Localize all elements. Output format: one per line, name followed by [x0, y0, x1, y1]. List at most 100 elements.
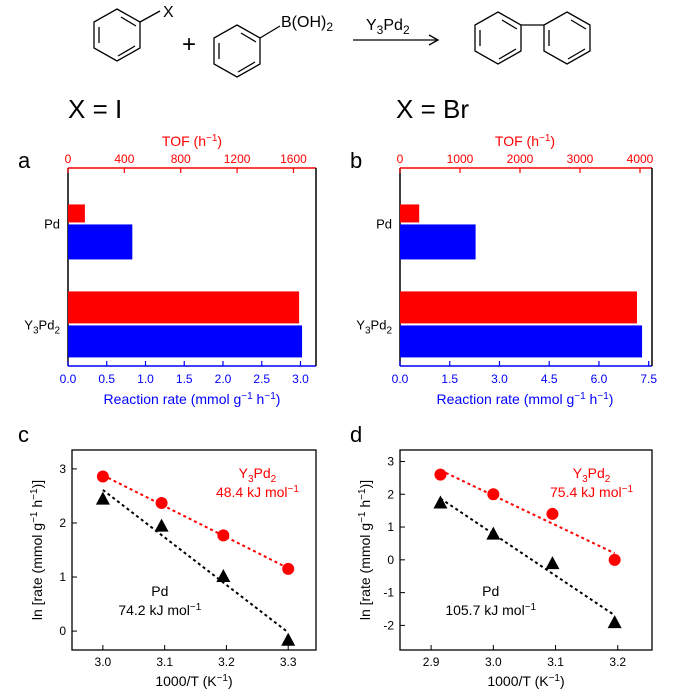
top-tick-label: 1600 [280, 152, 307, 166]
x-tick-label: 3.0 [485, 655, 502, 669]
data-point-pd [545, 556, 560, 570]
panel-letter-c: c [18, 422, 29, 447]
x-tick-label: 3.3 [280, 655, 297, 669]
heading-left: X = I [68, 94, 122, 124]
bottom-tick-label: 0.0 [392, 372, 409, 386]
y-tick-label: 3 [59, 462, 66, 476]
bottom-tick-label: 2.5 [253, 372, 270, 386]
reaction-scheme [93, 8, 591, 78]
bottom-tick-label: 1.0 [137, 372, 154, 386]
bar-rate-y3pd2 [400, 325, 643, 358]
x-tick-label: 3.1 [547, 655, 564, 669]
bar-tof-y3pd2 [68, 291, 300, 324]
panel-a-bar-chart: a 0 400 800 1200 1600 0.0 0.5 1.0 1.5 2.0 2.5 3.0 TOF… [18, 133, 317, 407]
top-tick-label: 4000 [627, 152, 654, 166]
data-point-pd [154, 518, 169, 532]
data-point-pd [486, 526, 501, 540]
reaction-arrowhead [428, 34, 440, 46]
top-tick-label: 3000 [567, 152, 594, 166]
category-label-pd: Pd [44, 216, 60, 231]
y-tick-label: -2 [383, 618, 394, 632]
biphenyl-structure [474, 11, 591, 65]
fit-line-y3pd2 [440, 469, 616, 555]
plot-frame [71, 449, 317, 651]
bottom-tick-label: 3.0 [292, 372, 309, 386]
bottom-tick-label: 1.5 [176, 372, 193, 386]
top-tick-label: 0 [65, 152, 72, 166]
halide-x-label: X [163, 4, 174, 21]
category-label-y3pd2: Y3Pd2 [356, 317, 392, 336]
data-point-y3pd2 [487, 488, 500, 501]
y-tick-label: 2 [59, 516, 66, 530]
y-tick-label: 1 [387, 520, 394, 534]
bar-tof-pd [68, 204, 85, 223]
y-tick-label: 3 [387, 454, 394, 468]
catalyst-label: Y3Pd2 [366, 17, 410, 37]
data-point-y3pd2 [96, 470, 109, 483]
x-tick-label: 3.0 [95, 655, 112, 669]
boronic-acid-structure [213, 24, 281, 78]
bottom-tick-label: 6.0 [591, 372, 608, 386]
boronic-acid-label: B(OH)2 [281, 14, 333, 34]
category-label-pd: Pd [376, 216, 392, 231]
panel-letter-b: b [350, 148, 362, 173]
y-axis-title: ln [rate (mmol g−1 h−1)] [357, 480, 373, 620]
plot-frame [399, 449, 653, 651]
y-tick-label: 0 [59, 624, 66, 638]
bottom-tick-label: 4.5 [541, 372, 558, 386]
top-tick-label: 1200 [224, 152, 251, 166]
bottom-axis-title: Reaction rate (mmol g−1 h−1) [437, 391, 614, 407]
series-label-y3pd2: Y3Pd2 [239, 465, 277, 485]
panel-letter-a: a [18, 148, 31, 173]
activation-energy-pd: 74.2 kJ mol−1 [118, 602, 201, 618]
bar-rate-y3pd2 [68, 325, 303, 358]
top-tick-label: 800 [171, 152, 191, 166]
series-label-pd: Pd [151, 583, 168, 599]
bar-rate-pd [68, 224, 133, 260]
data-point-y3pd2 [155, 496, 168, 509]
panel-d-arrhenius-plot: d 2.9 3.0 3.1 3.2 -2 -1 0 1 2 3 1000/T (K−1) ln [rat… [350, 422, 653, 689]
plus-sign: + [182, 31, 196, 58]
panel-letter-d: d [350, 422, 362, 447]
bar-tof-y3pd2 [400, 291, 637, 324]
heading-right: X = Br [396, 94, 469, 124]
y-tick-label: 2 [387, 487, 394, 501]
bar-rate-pd [400, 224, 476, 260]
y-tick-label: 1 [59, 570, 66, 584]
top-tick-label: 1000 [447, 152, 474, 166]
x-tick-label: 3.1 [156, 655, 173, 669]
panel-b-bar-chart: b 0 1000 2000 3000 4000 0.0 1.5 3.0 4.5 6.0 7.5 TOF … [350, 133, 657, 407]
y-axis-title: ln [rate (mmol g−1 h−1)] [29, 480, 45, 620]
aryl-halide-structure [93, 8, 161, 62]
activation-energy-y3pd2: 48.4 kJ mol−1 [216, 484, 299, 500]
fit-line-y3pd2 [102, 474, 289, 570]
data-point-y3pd2 [434, 468, 447, 481]
y-tick-label: -1 [383, 586, 394, 600]
top-tick-label: 2000 [507, 152, 534, 166]
top-tick-label: 0 [397, 152, 404, 166]
top-axis-title: TOF (h−1) [162, 133, 222, 149]
bottom-tick-label: 7.5 [640, 372, 657, 386]
data-point-y3pd2 [282, 562, 295, 575]
bottom-axis-title: Reaction rate (mmol g−1 h−1) [104, 391, 281, 407]
bottom-tick-label: 0.0 [60, 372, 77, 386]
x-tick-label: 3.2 [609, 655, 626, 669]
bottom-tick-label: 0.5 [98, 372, 115, 386]
data-point-y3pd2 [546, 507, 559, 520]
activation-energy-pd: 105.7 kJ mol−1 [445, 602, 536, 618]
top-axis-title: TOF (h−1) [495, 133, 555, 149]
data-point-pd [607, 615, 622, 629]
data-point-pd [281, 632, 296, 646]
y-tick-label: 0 [387, 553, 394, 567]
x-axis-title: 1000/T (K−1) [487, 673, 564, 689]
data-point-pd [433, 495, 448, 509]
bar-tof-pd [400, 204, 420, 223]
data-point-pd [95, 491, 110, 505]
panel-c-arrhenius-plot: c 3.0 3.1 3.2 3.3 0 1 2 3 1000/T (K−1) ln [rate (m… [18, 422, 317, 689]
top-tick-label: 400 [114, 152, 134, 166]
x-axis-title: 1000/T (K−1) [155, 673, 232, 689]
series-label-pd: Pd [482, 583, 499, 599]
activation-energy-y3pd2: 75.4 kJ mol−1 [550, 484, 633, 500]
fit-line-pd [439, 497, 616, 617]
